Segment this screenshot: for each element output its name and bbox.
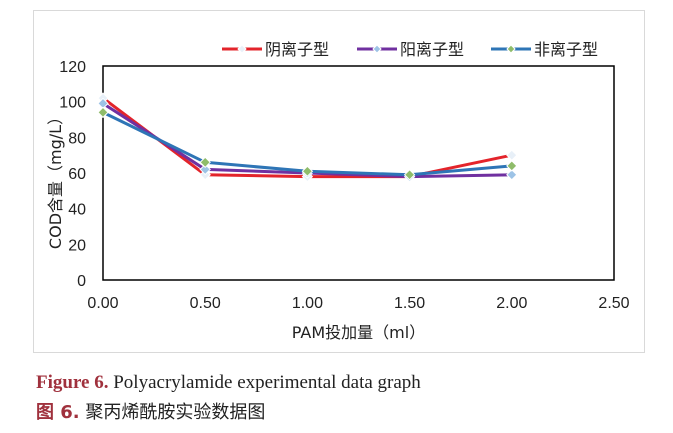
x-tick-label: 0.00 — [87, 295, 118, 312]
legend-marker-2 — [372, 44, 382, 54]
y-tick-label: 0 — [77, 273, 86, 290]
plot-border — [102, 65, 615, 281]
y-tick-label: 100 — [59, 95, 86, 112]
plot-area: 0 20 40 60 80 100 120 0.00 0.50 1.00 1.50 2.00 2.50 P… — [46, 40, 630, 342]
y-tick-label: 40 — [68, 202, 86, 219]
data-point-marker — [403, 169, 416, 181]
caption-chinese-text: 聚丙烯酰胺实验数据图 — [85, 402, 266, 423]
x-tick-label: 2.50 — [598, 295, 629, 312]
legend-label-2: 阳离子型 — [400, 40, 464, 59]
series-line-1 — [102, 96, 513, 179]
legend-marker-1 — [237, 44, 247, 54]
x-tick-label: 2.00 — [496, 295, 527, 312]
series-line-3 — [102, 111, 512, 177]
y-tick-label: 120 — [59, 59, 86, 76]
y-tick-label: 20 — [68, 237, 86, 254]
data-point-marker — [506, 149, 518, 161]
x-tick-label: 1.50 — [394, 295, 425, 312]
data-point-marker — [506, 160, 518, 172]
data-point-marker — [506, 169, 518, 181]
chart: 0 20 40 60 80 100 120 0.00 0.50 1.00 1.50 2.00 2.50 P… — [46, 40, 630, 342]
data-point-marker — [199, 156, 211, 169]
caption-chinese-label: 图 6. — [36, 402, 80, 423]
y-tick-label: 80 — [68, 130, 86, 147]
x-tick-label: 0.50 — [190, 295, 221, 312]
figure-frame — [33, 10, 645, 353]
legend-label-1: 阴离子型 — [265, 40, 329, 59]
caption-english: Figure 6. Polyacrylamide experimental da… — [36, 372, 421, 394]
x-tick-label: 1.00 — [292, 295, 323, 312]
y-tick-label: 60 — [68, 166, 86, 183]
data-point-marker — [97, 106, 109, 119]
legend-label-3: 非离子型 — [534, 40, 598, 59]
data-point-marker — [301, 165, 314, 177]
caption-english-label: Figure 6. — [36, 372, 109, 393]
caption-english-text: Polyacrylamide experimental data graph — [113, 372, 421, 393]
data-point-marker — [199, 163, 211, 176]
legend-marker-3 — [506, 44, 516, 54]
x-axis-title: PAM投加量（ml） — [292, 323, 425, 342]
y-axis-title: COD含量（mg/L） — [46, 109, 65, 249]
caption-chinese: 图 6. 聚丙烯酰胺实验数据图 — [36, 398, 265, 424]
